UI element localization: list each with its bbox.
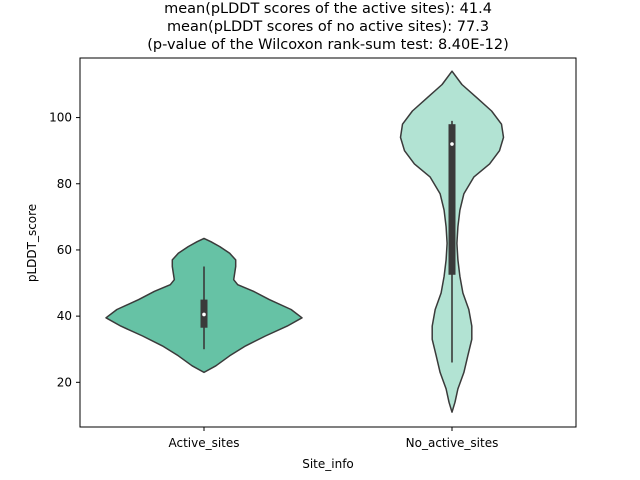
y-axis-label: pLDDT_score (25, 204, 39, 282)
median-dot-Active_sites (202, 312, 206, 317)
y-tick-label-20: 20 (57, 375, 72, 389)
x-axis-label: Site_info (302, 457, 354, 471)
title-line-2: mean(pLDDT scores of no active sites): 7… (167, 19, 489, 35)
y-tick-label-40: 40 (57, 309, 72, 323)
chart-title: mean(pLDDT scores of the active sites): … (147, 1, 508, 53)
iqr-box-No_active_sites (448, 124, 456, 275)
title-line-1: mean(pLDDT scores of the active sites): … (164, 1, 492, 17)
title-line-3: (p-value of the Wilcoxon rank-sum test: … (147, 37, 508, 53)
y-tick-label-60: 60 (57, 243, 72, 257)
x-axis: Active_sites No_active_sites (168, 427, 498, 450)
y-tick-label-80: 80 (57, 177, 72, 191)
y-axis: 20 40 60 80 100 (49, 111, 80, 389)
median-dot-No_active_sites (450, 142, 454, 146)
x-tick-label-No_active_sites: No_active_sites (406, 436, 499, 450)
plot-area-frame (79, 57, 577, 428)
x-tick-label-Active_sites: Active_sites (168, 436, 239, 450)
violin-No_active_sites (399, 70, 505, 413)
violin-Active_sites (105, 237, 303, 374)
violins-layer (105, 70, 505, 413)
y-tick-label-100: 100 (49, 111, 72, 125)
